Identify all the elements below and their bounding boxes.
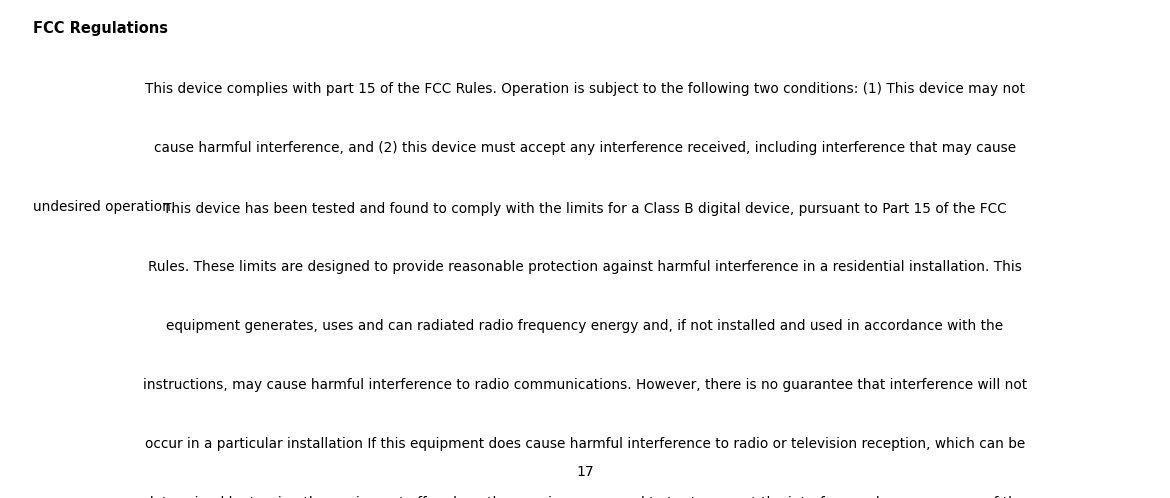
Text: determined by turning the equipment off and on, the user is encouraged to try to: determined by turning the equipment off … xyxy=(145,496,1025,498)
Text: undesired operation.: undesired operation. xyxy=(33,200,176,214)
Text: This device complies with part 15 of the FCC Rules. Operation is subject to the : This device complies with part 15 of the… xyxy=(145,82,1025,96)
Text: Rules. These limits are designed to provide reasonable protection against harmfu: Rules. These limits are designed to prov… xyxy=(149,260,1021,274)
Text: cause harmful interference, and (2) this device must accept any interference rec: cause harmful interference, and (2) this… xyxy=(154,141,1016,155)
Text: equipment generates, uses and can radiated radio frequency energy and, if not in: equipment generates, uses and can radiat… xyxy=(166,319,1004,333)
Text: instructions, may cause harmful interference to radio communications. However, t: instructions, may cause harmful interfer… xyxy=(143,378,1027,392)
Text: occur in a particular installation If this equipment does cause harmful interfer: occur in a particular installation If th… xyxy=(145,437,1025,451)
Text: 17: 17 xyxy=(576,465,594,479)
Text: FCC Regulations: FCC Regulations xyxy=(33,21,167,36)
Text: This device has been tested and found to comply with the limits for a Class B di: This device has been tested and found to… xyxy=(163,202,1007,216)
